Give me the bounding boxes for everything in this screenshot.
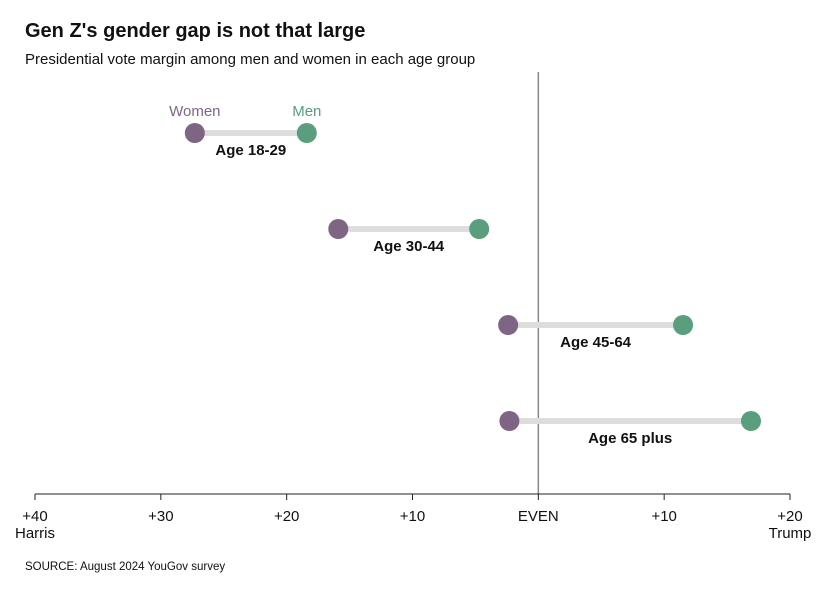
x-tick-label: +10 [651, 508, 676, 525]
women-dot [498, 315, 519, 335]
legend-layer: Women Men [169, 103, 321, 120]
x-tick-label: EVEN [518, 508, 559, 525]
axis-layer: +40 +30 +20 +10 EVEN +10 +20 Harris Trump [15, 72, 811, 542]
x-tick-label: +30 [148, 508, 173, 525]
source-note: SOURCE: August 2024 YouGov survey [25, 561, 226, 573]
rows-layer: Age 18-29 Age 30-44 Age 45-64 Age 65 plus [184, 123, 761, 447]
age-group-label: Age 45-64 [560, 334, 632, 351]
men-dot [740, 411, 761, 431]
chart-title: Gen Z's gender gap is not that large [25, 20, 366, 42]
age-group-label: Age 18-29 [215, 142, 286, 159]
legend-women: Women [169, 103, 220, 120]
dumbbell-row: Age 45-64 [498, 315, 694, 351]
women-dot [499, 411, 520, 431]
age-group-label: Age 65 plus [588, 430, 672, 447]
legend-men: Men [292, 103, 321, 120]
x-end-label-harris: Harris [15, 525, 55, 542]
age-group-label: Age 30-44 [373, 238, 445, 255]
men-dot [296, 123, 317, 143]
x-end-label-trump: Trump [769, 525, 812, 542]
x-tick-label: +40 [22, 508, 47, 525]
dumbbell-row: Age 30-44 [328, 219, 490, 255]
women-dot [184, 123, 205, 143]
men-dot [673, 315, 694, 335]
x-tick-label: +20 [777, 508, 802, 525]
women-dot [328, 219, 349, 239]
x-tick-label: +10 [400, 508, 425, 525]
dumbbell-row: Age 65 plus [499, 411, 761, 447]
men-dot [469, 219, 490, 239]
chart-subtitle: Presidential vote margin among men and w… [25, 51, 476, 68]
x-tick-label: +20 [274, 508, 299, 525]
dumbbell-row: Age 18-29 [184, 123, 317, 159]
